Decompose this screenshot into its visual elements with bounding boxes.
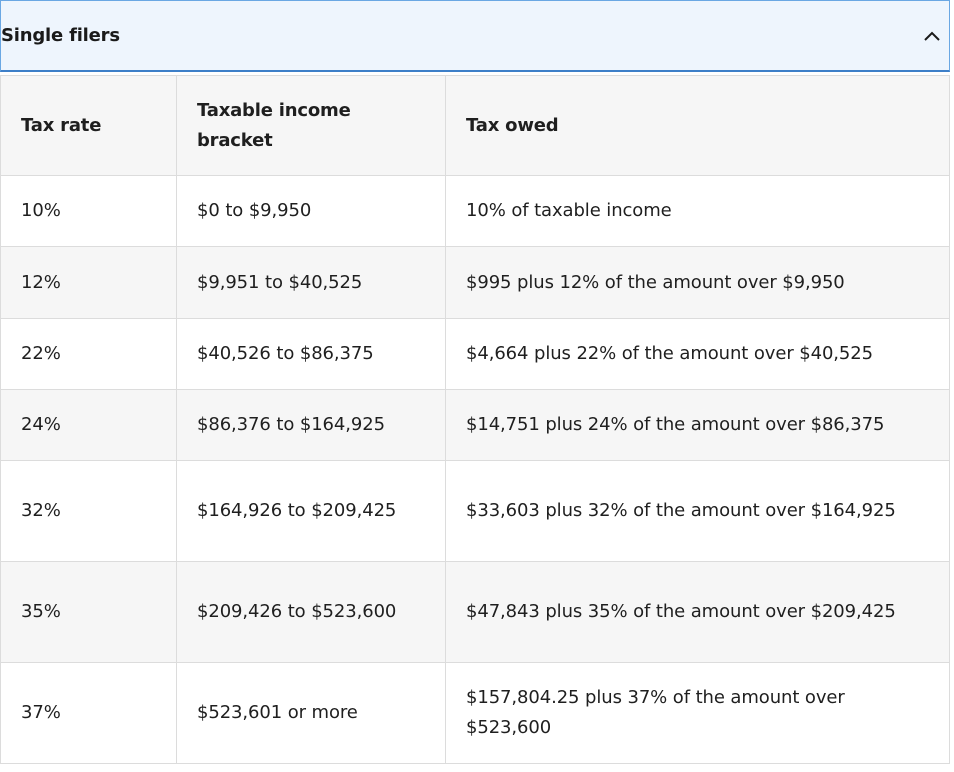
- cell-tax-owed: $47,843 plus 35% of the amount over $209…: [445, 561, 950, 663]
- tax-bracket-table-container: Tax rate Taxable income bracket Tax owed…: [0, 75, 950, 764]
- cell-tax-rate: 37%: [0, 662, 177, 764]
- accordion-title: Single filers: [1, 25, 120, 46]
- header-taxable-income-bracket: Taxable income bracket: [176, 75, 446, 176]
- table-row: 12% $9,951 to $40,525 $995 plus 12% of t…: [0, 246, 950, 319]
- tax-bracket-table: Tax rate Taxable income bracket Tax owed…: [0, 75, 950, 764]
- table-row: 37% $523,601 or more $157,804.25 plus 37…: [0, 662, 950, 764]
- cell-tax-rate: 10%: [0, 175, 177, 247]
- cell-tax-owed: $995 plus 12% of the amount over $9,950: [445, 246, 950, 319]
- cell-tax-owed: $33,603 plus 32% of the amount over $164…: [445, 460, 950, 562]
- table-row: 24% $86,376 to $164,925 $14,751 plus 24%…: [0, 389, 950, 461]
- cell-tax-owed: $14,751 plus 24% of the amount over $86,…: [445, 389, 950, 461]
- cell-tax-rate: 35%: [0, 561, 177, 663]
- cell-tax-rate: 22%: [0, 318, 177, 390]
- table-row: 32% $164,926 to $209,425 $33,603 plus 32…: [0, 460, 950, 562]
- cell-income-bracket: $86,376 to $164,925: [176, 389, 446, 461]
- cell-income-bracket: $9,951 to $40,525: [176, 246, 446, 319]
- cell-income-bracket: $164,926 to $209,425: [176, 460, 446, 562]
- cell-tax-rate: 32%: [0, 460, 177, 562]
- chevron-up-icon[interactable]: [921, 25, 943, 47]
- cell-income-bracket: $40,526 to $86,375: [176, 318, 446, 390]
- cell-tax-rate: 24%: [0, 389, 177, 461]
- cell-tax-owed: $4,664 plus 22% of the amount over $40,5…: [445, 318, 950, 390]
- cell-income-bracket: $523,601 or more: [176, 662, 446, 764]
- cell-income-bracket: $0 to $9,950: [176, 175, 446, 247]
- header-tax-owed: Tax owed: [445, 75, 950, 176]
- table-row: 22% $40,526 to $86,375 $4,664 plus 22% o…: [0, 318, 950, 390]
- table-header-row: Tax rate Taxable income bracket Tax owed: [0, 75, 950, 176]
- cell-tax-owed: 10% of taxable income: [445, 175, 950, 247]
- table-row: 35% $209,426 to $523,600 $47,843 plus 35…: [0, 561, 950, 663]
- cell-tax-rate: 12%: [0, 246, 177, 319]
- cell-income-bracket: $209,426 to $523,600: [176, 561, 446, 663]
- accordion-header-single-filers[interactable]: Single filers: [0, 0, 950, 72]
- table-row: 10% $0 to $9,950 10% of taxable income: [0, 175, 950, 247]
- header-tax-rate: Tax rate: [0, 75, 177, 176]
- cell-tax-owed: $157,804.25 plus 37% of the amount over …: [445, 662, 950, 764]
